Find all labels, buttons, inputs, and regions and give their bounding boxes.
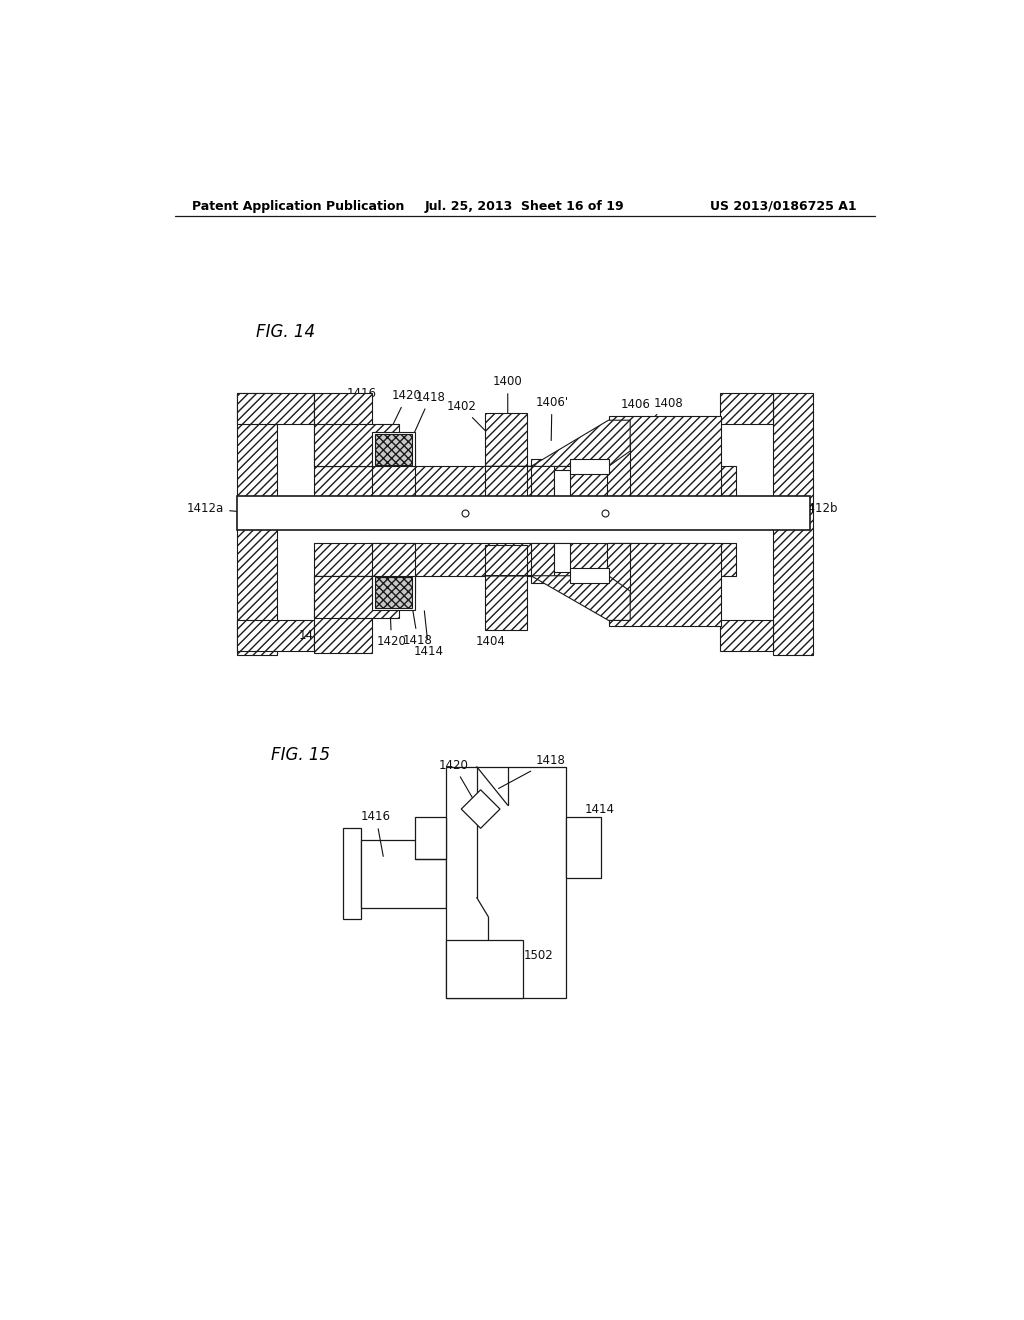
Bar (314, 393, 372, 466)
Text: FIG. 14: FIG. 14 (256, 322, 315, 341)
Bar (773, 393, 813, 655)
Bar (372, 544, 415, 593)
Bar (372, 449, 415, 499)
Polygon shape (484, 420, 630, 466)
Text: US 2013/0186725 A1: US 2013/0186725 A1 (710, 199, 856, 213)
Text: 1402: 1402 (446, 400, 504, 449)
Bar (566, 817, 601, 878)
Text: 1400: 1400 (493, 375, 522, 433)
Text: 1416: 1416 (330, 387, 377, 422)
Text: 1418: 1418 (402, 606, 433, 647)
Polygon shape (484, 576, 630, 620)
Bar (608, 416, 721, 499)
Text: 1408: 1408 (641, 397, 683, 430)
Text: 1406': 1406' (536, 396, 568, 441)
Bar (375, 434, 412, 465)
Bar (314, 466, 736, 499)
Text: 1414: 1414 (580, 803, 614, 830)
Bar (237, 620, 314, 651)
Bar (554, 544, 569, 572)
Bar (569, 459, 608, 474)
Polygon shape (461, 789, 500, 829)
Bar (445, 767, 566, 998)
Text: 1412b: 1412b (785, 502, 838, 515)
Text: 1414: 1414 (414, 611, 443, 657)
Bar (720, 620, 773, 651)
Bar (569, 568, 608, 583)
Text: 1406: 1406 (616, 399, 650, 437)
Bar (237, 496, 810, 529)
Bar (375, 577, 412, 609)
Bar (608, 544, 721, 626)
Bar (445, 940, 523, 998)
Bar (343, 829, 360, 919)
Text: Patent Application Publication: Patent Application Publication (193, 199, 404, 213)
Text: FIG. 15: FIG. 15 (271, 746, 331, 764)
Bar (372, 432, 415, 466)
Bar (314, 576, 399, 618)
Bar (314, 544, 736, 576)
Text: 1410: 1410 (299, 597, 329, 643)
Text: 1404: 1404 (476, 606, 506, 648)
Bar (531, 544, 554, 583)
Text: Jul. 25, 2013  Sheet 16 of 19: Jul. 25, 2013 Sheet 16 of 19 (425, 199, 625, 213)
Bar (372, 576, 415, 610)
Bar (415, 817, 445, 859)
Text: 1420: 1420 (377, 607, 407, 648)
Bar (607, 544, 630, 603)
Text: 1418: 1418 (499, 754, 565, 788)
Bar (484, 545, 527, 630)
Bar (360, 840, 445, 908)
Text: 1420: 1420 (389, 389, 422, 433)
Bar (531, 459, 554, 499)
Text: 1502: 1502 (503, 949, 554, 962)
Bar (237, 393, 314, 424)
Bar (720, 393, 773, 424)
Bar (484, 412, 527, 498)
Bar (314, 424, 399, 466)
Bar (314, 576, 372, 653)
Text: 1412a: 1412a (186, 502, 249, 515)
Bar (607, 440, 630, 499)
Text: 1416': 1416' (322, 421, 356, 449)
Bar (237, 393, 276, 655)
Text: 1420: 1420 (438, 759, 475, 803)
Text: 1418: 1418 (413, 391, 445, 436)
Text: 1416: 1416 (361, 810, 391, 857)
Bar (554, 470, 569, 499)
